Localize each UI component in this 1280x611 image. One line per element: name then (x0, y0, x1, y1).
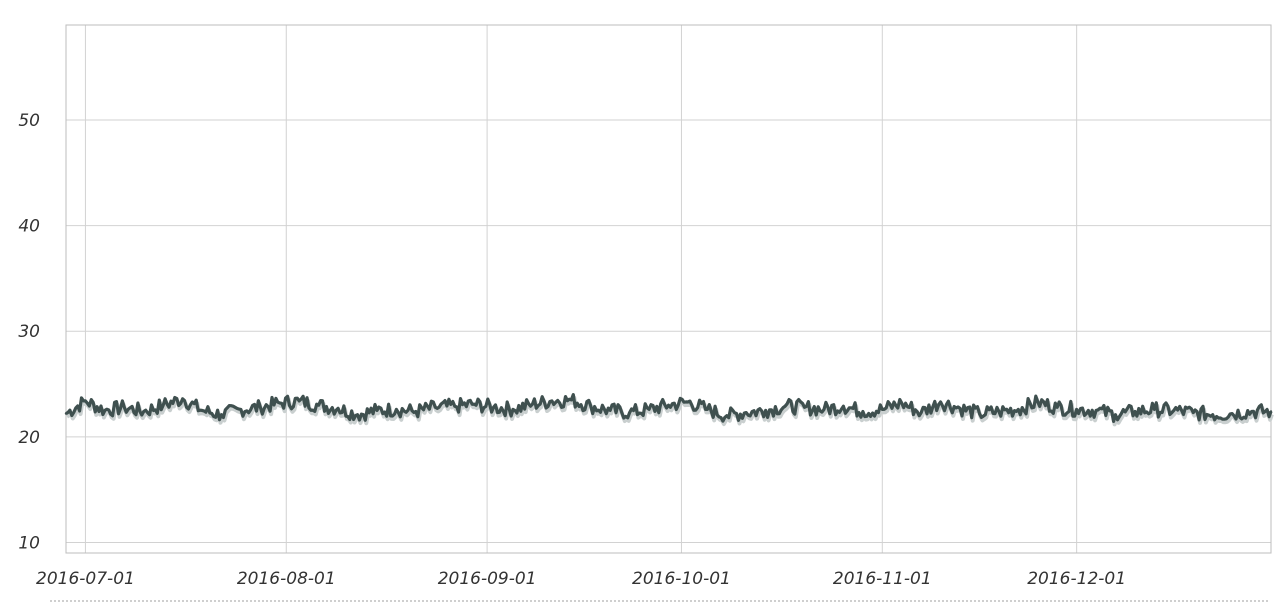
y-tick-label: 50 (18, 111, 40, 131)
data-point (453, 405, 456, 408)
y-grid-lines (66, 119, 1271, 543)
data-point (414, 410, 418, 413)
data-point (356, 413, 359, 416)
data-point (764, 409, 767, 412)
data-point (667, 403, 670, 407)
x-tick-label: 2016-12-01 (1027, 569, 1126, 589)
data-point (1153, 408, 1156, 411)
data-point (783, 405, 787, 408)
data-point (317, 403, 320, 407)
data-point (647, 408, 651, 411)
data-point (1017, 408, 1020, 411)
x-tick-label: 2016-10-01 (632, 569, 731, 589)
data-point (161, 403, 165, 407)
x-tick-label: 2016-11-01 (833, 569, 932, 589)
data-point (803, 406, 806, 409)
x-tick-label: 2016-09-01 (438, 569, 537, 589)
data-point (395, 408, 398, 411)
data-point (822, 408, 826, 411)
data-point (978, 412, 981, 415)
data-point (1075, 408, 1078, 411)
data-point (628, 411, 631, 414)
data-point (608, 409, 612, 412)
data-point (1172, 409, 1176, 412)
data-point (434, 406, 437, 409)
data-point (1211, 413, 1214, 416)
data-point (1230, 412, 1234, 415)
data-point (278, 401, 281, 405)
data-point (958, 407, 962, 410)
data-point (589, 405, 592, 408)
data-point (375, 409, 379, 412)
data-point (1056, 406, 1059, 409)
data-point (1094, 409, 1098, 412)
data-point (84, 399, 87, 403)
y-tick-label: 30 (18, 322, 40, 342)
data-point (1036, 400, 1039, 404)
data-point (1114, 413, 1117, 416)
y-tick-labels: 10 20 30 40 50 (18, 111, 40, 553)
x-tick-label: 2016-08-01 (237, 569, 336, 589)
x-tick-label: 2016-07-01 (36, 569, 135, 589)
plot-frame (65, 24, 1272, 554)
data-point (531, 402, 534, 406)
data-point (103, 409, 107, 412)
data-point (336, 407, 340, 410)
data-point (259, 406, 262, 409)
y-tick-label: 20 (18, 428, 40, 448)
data-point (706, 408, 709, 411)
data-point (939, 400, 942, 404)
data-point (511, 408, 515, 411)
data-point (900, 401, 903, 405)
series-layer (64, 393, 1274, 427)
data-point (181, 397, 184, 401)
data-point (842, 405, 845, 408)
data-point (1133, 410, 1137, 413)
data-point (725, 414, 729, 417)
y-tick-label: 10 (18, 533, 40, 553)
data-point (492, 406, 495, 409)
data-point (239, 408, 243, 411)
data-point (64, 412, 68, 415)
data-point (570, 398, 573, 402)
footer-divider (50, 600, 1268, 602)
data-point (200, 409, 204, 412)
y-tick-label: 40 (18, 217, 40, 237)
data-point (919, 411, 923, 414)
data-point (550, 399, 554, 403)
x-tick-labels: 2016-07-01 2016-08-01 2016-09-01 2016-10-01… (36, 569, 1126, 589)
data-point (881, 408, 884, 411)
data-point (298, 399, 301, 403)
data-point (997, 410, 1001, 413)
x-grid-lines (84, 25, 1078, 553)
data-point (472, 402, 476, 406)
data-point (220, 413, 223, 416)
data-point (123, 406, 126, 409)
data-point (745, 411, 748, 414)
data-point (1250, 410, 1253, 413)
data-point (861, 410, 865, 413)
data-point (686, 400, 690, 404)
data-point (1192, 411, 1195, 414)
data-point (142, 410, 145, 413)
data-point (1269, 410, 1273, 413)
